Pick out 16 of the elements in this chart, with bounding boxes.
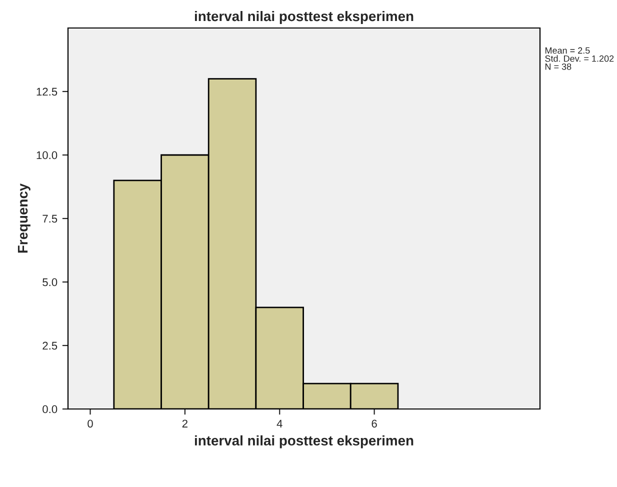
y-tick-label: 5.0: [42, 278, 58, 286]
y-tick-label: 0.0: [42, 405, 58, 414]
text: Mean = 2.5: [545, 47, 590, 54]
y-tick-label: 12.5: [36, 88, 58, 96]
y-tick-label: 10.0: [36, 151, 58, 160]
y-tick-label: 7.5: [42, 214, 58, 223]
x-tick-label: 0: [88, 420, 93, 428]
chart-title: interval nilai posttest eksperimen: [194, 10, 414, 24]
x-tick-label: 6: [372, 420, 377, 428]
text: Std. Dev. = 1.202: [545, 55, 614, 62]
y-axis-title: Frequency: [18, 183, 30, 253]
x-tick-label: 2: [182, 420, 188, 428]
text: N = 38: [545, 63, 572, 70]
y-tick-label: 2.5: [42, 342, 58, 350]
x-tick-label: 4: [276, 420, 282, 428]
x-axis-title: interval nilai posttest eksperimen: [194, 435, 414, 448]
